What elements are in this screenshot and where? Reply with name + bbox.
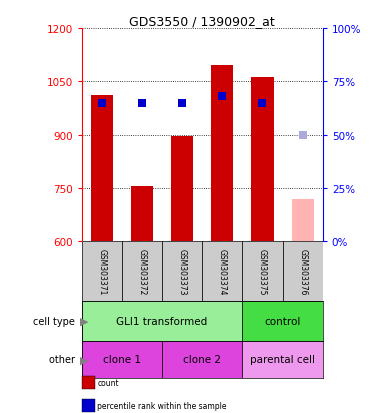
Text: parental cell: parental cell: [250, 354, 315, 364]
Point: [99, 100, 105, 107]
Point: [179, 100, 185, 107]
Bar: [171, 137, 193, 242]
Text: control: control: [265, 316, 301, 326]
Text: GSM303371: GSM303371: [97, 248, 106, 295]
Bar: [242, 301, 323, 341]
Text: percentile rank within the sample: percentile rank within the sample: [97, 401, 227, 410]
Text: count: count: [97, 378, 119, 387]
Text: other: other: [49, 354, 78, 364]
Bar: [211, 66, 233, 242]
Point: [300, 132, 306, 138]
Point: [260, 100, 266, 107]
Bar: [131, 187, 153, 242]
Title: GDS3550 / 1390902_at: GDS3550 / 1390902_at: [129, 15, 275, 28]
Bar: [82, 301, 242, 341]
Text: GSM303376: GSM303376: [298, 248, 307, 295]
Text: ▶: ▶: [80, 354, 88, 364]
Text: GSM303374: GSM303374: [218, 248, 227, 295]
Text: clone 2: clone 2: [183, 354, 221, 364]
Bar: [252, 78, 273, 242]
Bar: [162, 341, 242, 378]
Text: GSM303375: GSM303375: [258, 248, 267, 295]
Bar: [242, 341, 323, 378]
Text: GSM303372: GSM303372: [137, 248, 147, 295]
Text: cell type: cell type: [33, 316, 78, 326]
Bar: [122, 242, 162, 301]
Bar: [292, 199, 314, 242]
Bar: [283, 242, 323, 301]
Bar: [162, 242, 202, 301]
Text: GLI1 transformed: GLI1 transformed: [116, 316, 208, 326]
Bar: [82, 341, 162, 378]
Bar: [82, 242, 122, 301]
Point: [219, 94, 225, 100]
Bar: [202, 242, 242, 301]
Text: GSM303373: GSM303373: [178, 248, 187, 295]
Text: ▶: ▶: [80, 316, 88, 326]
Point: [139, 100, 145, 107]
Bar: [242, 242, 283, 301]
Bar: [91, 96, 113, 242]
Text: clone 1: clone 1: [103, 354, 141, 364]
